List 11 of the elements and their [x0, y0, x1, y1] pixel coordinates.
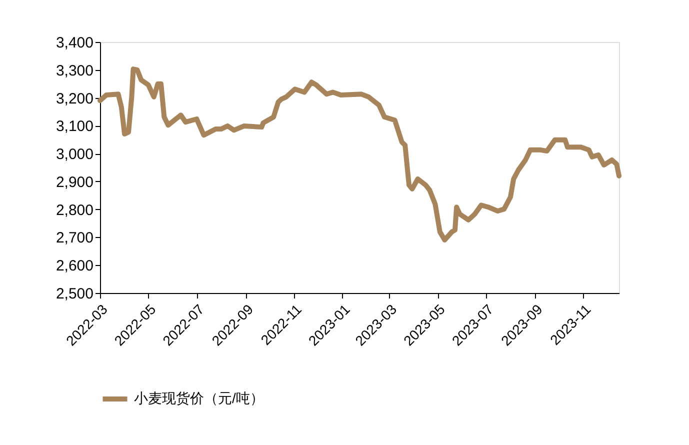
y-tick-label: 2,700 — [56, 230, 94, 247]
y-tick-label: 2,800 — [56, 202, 94, 219]
y-tick-label: 3,300 — [56, 62, 94, 80]
y-tick-label: 3,400 — [56, 34, 94, 52]
y-tick-label: 2,900 — [56, 174, 94, 191]
y-tick-label: 3,000 — [56, 146, 94, 164]
y-tick-label: 2,600 — [56, 258, 94, 275]
y-tick-label: 3,100 — [56, 118, 94, 136]
y-tick-label: 3,200 — [56, 90, 94, 108]
y-tick-label: 2,500 — [56, 286, 94, 302]
legend-label: 小麦现货价（元/吨） — [134, 390, 264, 406]
